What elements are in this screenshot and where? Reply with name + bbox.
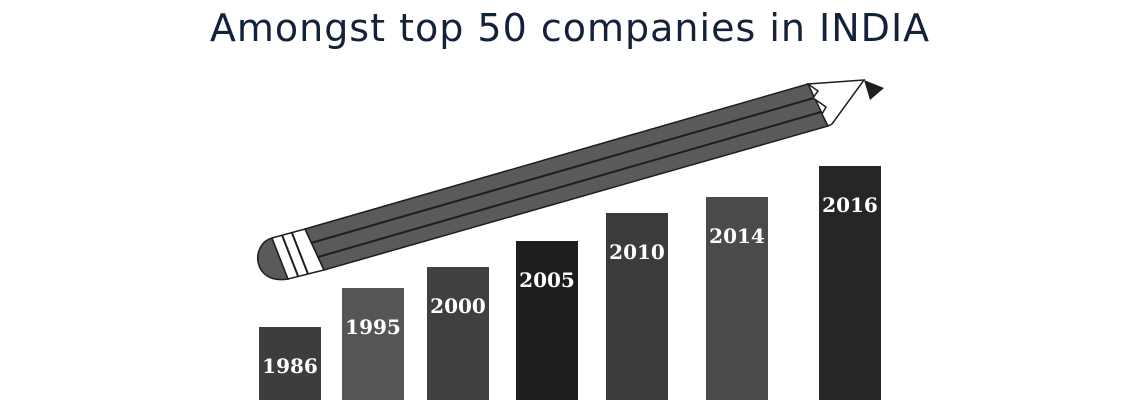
pencil-body-stripe xyxy=(317,111,822,258)
chart-title: Amongst top 50 companies in INDIA xyxy=(209,6,931,50)
bar-label-2000: 2000 xyxy=(430,294,486,318)
pencil-body-stripe xyxy=(310,97,815,244)
bar-label-1995: 1995 xyxy=(345,315,401,339)
bar-1986 xyxy=(259,327,321,400)
pencil-ferrule-line xyxy=(291,232,309,275)
bar-label-2014: 2014 xyxy=(709,224,765,248)
pencil-eraser xyxy=(257,237,290,281)
bar-2014 xyxy=(706,197,768,400)
bar-label-2016: 2016 xyxy=(822,193,878,217)
bar-2016 xyxy=(819,166,881,400)
bar-label-2005: 2005 xyxy=(519,268,575,292)
bar-2000 xyxy=(427,267,489,400)
pencil-wood-tip xyxy=(805,79,866,128)
bar-2005 xyxy=(516,241,578,400)
pencil-lead xyxy=(864,80,884,100)
pencil-ferrule-line xyxy=(281,234,299,277)
bar-2010 xyxy=(606,213,668,400)
bar-label-1986: 1986 xyxy=(262,354,318,378)
bar-label-2010: 2010 xyxy=(609,240,665,264)
pencil-illustration xyxy=(257,79,884,281)
bar-1995 xyxy=(342,288,404,400)
